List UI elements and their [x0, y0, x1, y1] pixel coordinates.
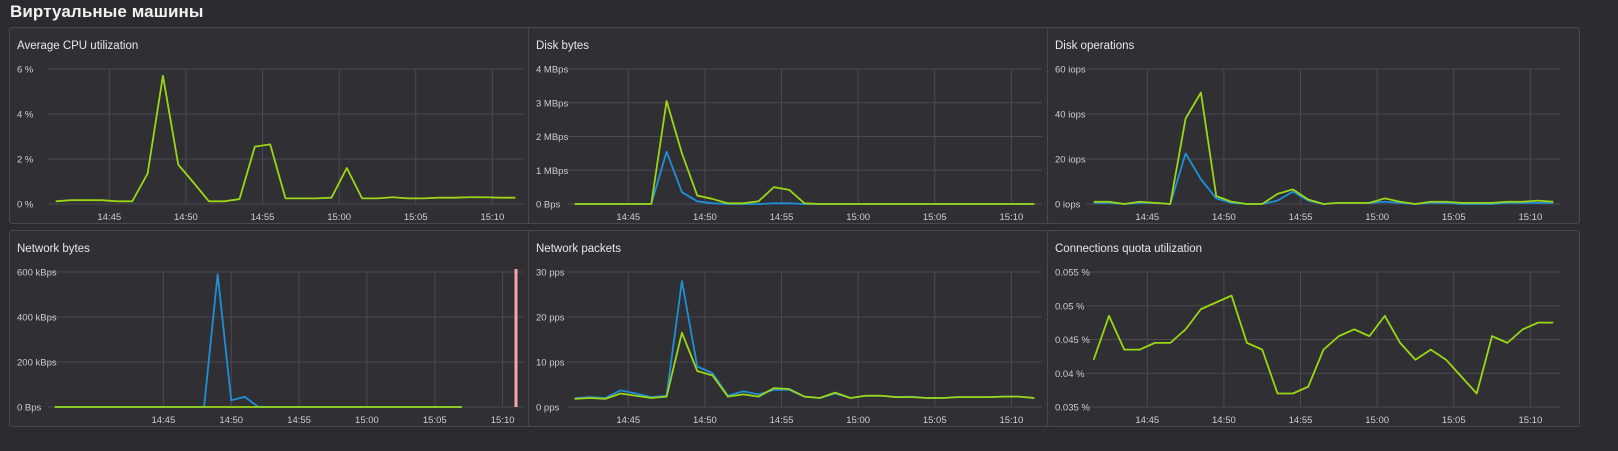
chart-title: Connections quota utilization [1055, 243, 1203, 255]
chart-panel-network-packets: Network packets 0 pps 10 pps 20 pps 30 pps 1… [528, 230, 1061, 427]
y-tick-label: 30 pps [536, 268, 565, 279]
y-tick-label: 0.04 % [1055, 369, 1085, 380]
series-line [1093, 91, 1554, 205]
y-tick-label: 20 pps [536, 313, 565, 324]
chart-panel-disk-bytes: Disk bytes 0 Bps 1 MBps 2 MBps 3 MBps 4 MBps… [528, 27, 1061, 224]
x-tick-label: 15:00 [1365, 415, 1389, 426]
chart-title: Average CPU utilization [17, 40, 139, 52]
chart-title: Network bytes [17, 243, 90, 255]
chart-svg: 0 iops 20 iops 40 iops 60 iops 14:45 14:50 14:… [1055, 65, 1561, 223]
y-tick-label: 2 MBps [536, 132, 568, 143]
series-line [574, 150, 1035, 205]
y-tick-label: 0.05 % [1055, 301, 1085, 312]
y-tick-label: 0 % [17, 200, 34, 211]
y-tick-label: 0.045 % [1055, 335, 1090, 346]
y-tick-label: 6 % [17, 65, 34, 76]
x-tick-label: 15:05 [423, 415, 447, 426]
y-tick-label: 200 kBps [17, 358, 57, 369]
x-tick-label: 15:05 [923, 212, 947, 223]
x-tick-label: 15:00 [355, 415, 379, 426]
chart-svg: 0.035 % 0.04 % 0.045 % 0.05 % 0.055 % 14:45 14… [1055, 268, 1561, 426]
x-tick-label: 14:55 [1289, 415, 1313, 426]
x-tick-label: 15:10 [1518, 415, 1542, 426]
y-tick-label: 4 % [17, 110, 34, 121]
x-tick-label: 14:45 [616, 415, 640, 426]
y-tick-label: 40 iops [1055, 110, 1086, 121]
series-line [574, 280, 1035, 399]
series-line [55, 74, 516, 203]
x-tick-label: 14:50 [693, 415, 717, 426]
y-tick-label: 2 % [17, 155, 34, 166]
x-tick-label: 15:10 [999, 212, 1023, 223]
x-tick-label: 15:10 [999, 415, 1023, 426]
y-tick-label: 0.055 % [1055, 268, 1090, 279]
x-tick-label: 14:50 [174, 212, 198, 223]
x-tick-label: 14:45 [1135, 212, 1159, 223]
x-tick-label: 15:10 [491, 415, 515, 426]
x-tick-label: 15:05 [404, 212, 428, 223]
chart-panel-cpu: Average CPU utilization 0 % 2 % 4 % 6 % 14:4… [9, 27, 542, 224]
y-tick-label: 1 MBps [536, 166, 568, 177]
x-tick-label: 15:00 [1365, 212, 1389, 223]
x-tick-label: 14:45 [97, 212, 121, 223]
x-tick-label: 14:45 [616, 212, 640, 223]
series-line [574, 100, 1035, 205]
x-tick-label: 15:05 [923, 415, 947, 426]
x-tick-label: 14:55 [287, 415, 311, 426]
chart-panel-connections-quota: Connections quota utilization 0.035 % 0.0… [1047, 230, 1580, 427]
x-tick-label: 14:55 [251, 212, 275, 223]
y-tick-label: 4 MBps [536, 65, 568, 76]
x-tick-label: 14:55 [770, 212, 794, 223]
x-tick-label: 14:50 [219, 415, 243, 426]
chart-svg: 0 Bps 1 MBps 2 MBps 3 MBps 4 MBps 14:45 14:50 1… [536, 65, 1042, 223]
y-tick-label: 3 MBps [536, 98, 568, 109]
series-line [1093, 152, 1554, 205]
chart-panel-network-bytes: Network bytes 0 Bps 200 kBps 400 kBps 600 k… [9, 230, 542, 427]
y-tick-label: 0 pps [536, 403, 559, 414]
x-tick-label: 14:50 [1212, 415, 1236, 426]
series-line [54, 273, 462, 408]
x-tick-label: 14:50 [1212, 212, 1236, 223]
y-tick-label: 0.035 % [1055, 403, 1090, 414]
x-tick-label: 15:05 [1442, 415, 1466, 426]
x-tick-label: 14:55 [1289, 212, 1313, 223]
chart-svg: 0 % 2 % 4 % 6 % 14:45 14:50 14:55 15:00 15:05 15:… [17, 65, 523, 223]
y-tick-label: 0 Bps [17, 403, 42, 414]
y-tick-label: 0 Bps [536, 200, 561, 211]
x-tick-label: 15:00 [846, 415, 870, 426]
y-tick-label: 600 kBps [17, 268, 57, 279]
chart-svg: 0 pps 10 pps 20 pps 30 pps 14:45 14:50 14:55 15… [536, 268, 1042, 426]
page-title: Виртуальные машины [10, 2, 204, 21]
chart-title: Network packets [536, 243, 622, 255]
y-tick-label: 0 iops [1055, 200, 1081, 211]
y-tick-label: 60 iops [1055, 65, 1086, 76]
x-tick-label: 15:10 [1518, 212, 1542, 223]
y-tick-label: 10 pps [536, 358, 565, 369]
y-tick-label: 400 kBps [17, 313, 57, 324]
y-tick-label: 20 iops [1055, 155, 1086, 166]
chart-svg: 0 Bps 200 kBps 400 kBps 600 kBps 14:45 14:50 1… [17, 268, 523, 426]
x-tick-label: 15:00 [846, 212, 870, 223]
x-tick-label: 14:45 [1135, 415, 1159, 426]
chart-title: Disk bytes [536, 40, 590, 52]
series-line [574, 331, 1035, 400]
chart-panel-disk-operations: Disk operations 0 iops 20 iops 40 iops 60 i… [1047, 27, 1580, 224]
x-tick-label: 14:50 [693, 212, 717, 223]
x-tick-label: 15:00 [327, 212, 351, 223]
x-tick-label: 15:05 [1442, 212, 1466, 223]
x-tick-label: 14:55 [770, 415, 794, 426]
series-line [1092, 294, 1554, 395]
x-tick-label: 14:45 [151, 415, 175, 426]
chart-title: Disk operations [1055, 40, 1135, 52]
x-tick-label: 15:10 [480, 212, 504, 223]
